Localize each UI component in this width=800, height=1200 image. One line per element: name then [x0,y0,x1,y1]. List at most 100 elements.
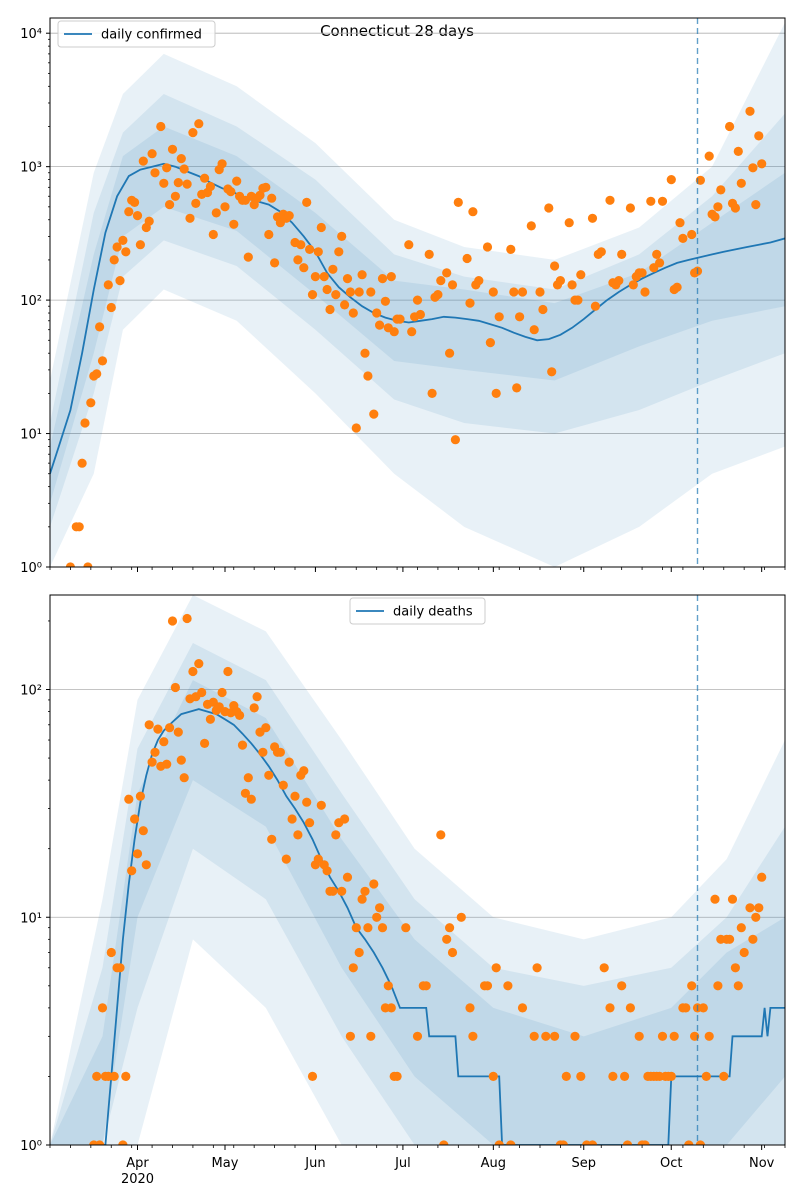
observed-point-195 [751,200,761,210]
uncertainty-band-2 [50,680,785,1145]
observed-point-155 [590,301,601,311]
observed-point-62 [255,190,265,200]
observed-point-172 [727,894,738,904]
observed-point-32 [182,613,192,624]
figure-title: Connecticut 28 days [320,22,474,40]
observed-point-28 [156,121,166,132]
x-tick-label-2: Jun [304,1156,325,1171]
observed-point-176 [739,947,749,958]
observed-point-103 [377,274,388,284]
y-tick-label-0: 10⁰ [20,1139,42,1154]
observed-point-46 [208,229,218,240]
observed-point-27 [167,616,178,626]
observed-point-133 [491,388,501,398]
observed-point-54 [246,794,256,804]
observed-point-106 [386,272,396,282]
observed-point-25 [162,759,172,769]
observed-point-187 [716,185,726,195]
observed-point-22 [135,240,145,250]
observed-point-122 [447,280,458,290]
observed-point-166 [710,894,720,904]
legend-label: daily confirmed [101,28,202,43]
observed-point-98 [363,371,373,381]
observed-point-121 [494,1140,504,1145]
observed-point-77 [302,197,312,207]
observed-point-100 [369,409,379,419]
observed-point-176 [672,282,682,292]
observed-point-30 [162,163,172,173]
observed-point-136 [509,287,519,297]
observed-point-194 [748,163,758,173]
observed-point-74 [305,818,315,828]
legend-box [57,20,216,48]
observed-point-52 [226,187,236,197]
observed-point-56 [252,692,262,702]
observed-point-167 [713,981,723,991]
observed-point-133 [576,1071,586,1081]
observed-point-47 [211,208,221,218]
observed-point-93 [348,308,358,318]
observed-point-112 [445,923,455,933]
observed-point-158 [684,1140,694,1145]
observed-point-89 [337,231,347,241]
observed-point-106 [412,1031,423,1041]
observed-point-12 [124,794,134,804]
observed-point-128 [550,1031,560,1041]
observed-point-135 [506,244,516,254]
observed-point-115 [465,1003,475,1013]
observed-point-44 [217,687,227,698]
observed-point-31 [165,200,175,210]
observed-point-20 [147,757,157,767]
observed-point-145 [640,1140,650,1145]
observed-point-154 [587,213,598,223]
observed-point-120 [491,963,501,973]
observed-point-76 [299,263,309,273]
x-tick-label-0: Apr [126,1156,149,1171]
observed-point-150 [567,280,577,290]
observed-point-127 [541,1031,551,1041]
observed-point-165 [704,1031,714,1041]
observed-point-97 [372,912,382,922]
observed-point-17 [138,826,148,836]
observed-point-67 [270,258,280,268]
observed-point-20 [130,197,140,207]
observed-point-28 [170,682,180,693]
observed-point-136 [599,963,609,973]
observed-point-121 [445,348,455,358]
observed-point-51 [237,740,248,750]
observed-point-41 [194,119,204,129]
observed-point-99 [377,923,388,933]
observed-point-83 [319,272,329,282]
observed-point-9 [95,322,105,332]
observed-point-26 [165,723,175,733]
observed-point-64 [261,182,271,192]
observed-point-95 [366,1031,376,1041]
uncertainty-band-0 [50,22,785,567]
observed-point-3 [77,458,87,468]
y-tick-label-2: 10² [20,294,42,309]
observed-point-108 [421,981,431,991]
observed-point-78 [305,244,315,254]
observed-point-116 [468,1031,478,1041]
observed-point-155 [669,1031,679,1041]
observed-point-67 [284,757,294,767]
observed-point-18 [141,860,151,870]
observed-point-123 [506,1140,516,1145]
observed-point-34 [188,666,198,677]
observed-point-34 [173,178,183,188]
observed-point-139 [617,981,627,991]
observed-point-102 [386,1003,396,1013]
observed-point-181 [757,872,767,882]
observed-point-119 [488,1071,498,1081]
observed-point-83 [331,830,341,840]
observed-point-96 [357,270,367,280]
observed-point-86 [328,264,338,274]
observed-point-18 [124,207,134,217]
observed-point-126 [532,963,542,973]
x-tick-label-1: May [212,1156,239,1171]
observed-point-31 [179,773,189,783]
observed-point-163 [698,1003,708,1013]
observed-point-4 [80,418,90,428]
observed-point-164 [628,280,638,290]
legend: daily confirmed [57,20,216,48]
